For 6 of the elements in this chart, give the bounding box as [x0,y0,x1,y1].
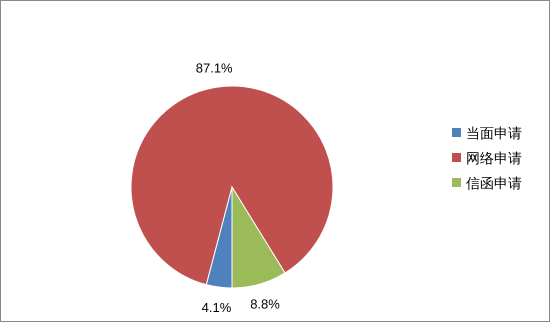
data-label: 8.8% [250,296,280,312]
legend-label: 信函申请 [466,175,522,191]
legend-label: 网络申请 [466,150,522,166]
data-label: 87.1% [196,60,234,76]
data-label: 4.1% [202,300,232,315]
legend-label: 当面申请 [466,125,522,141]
